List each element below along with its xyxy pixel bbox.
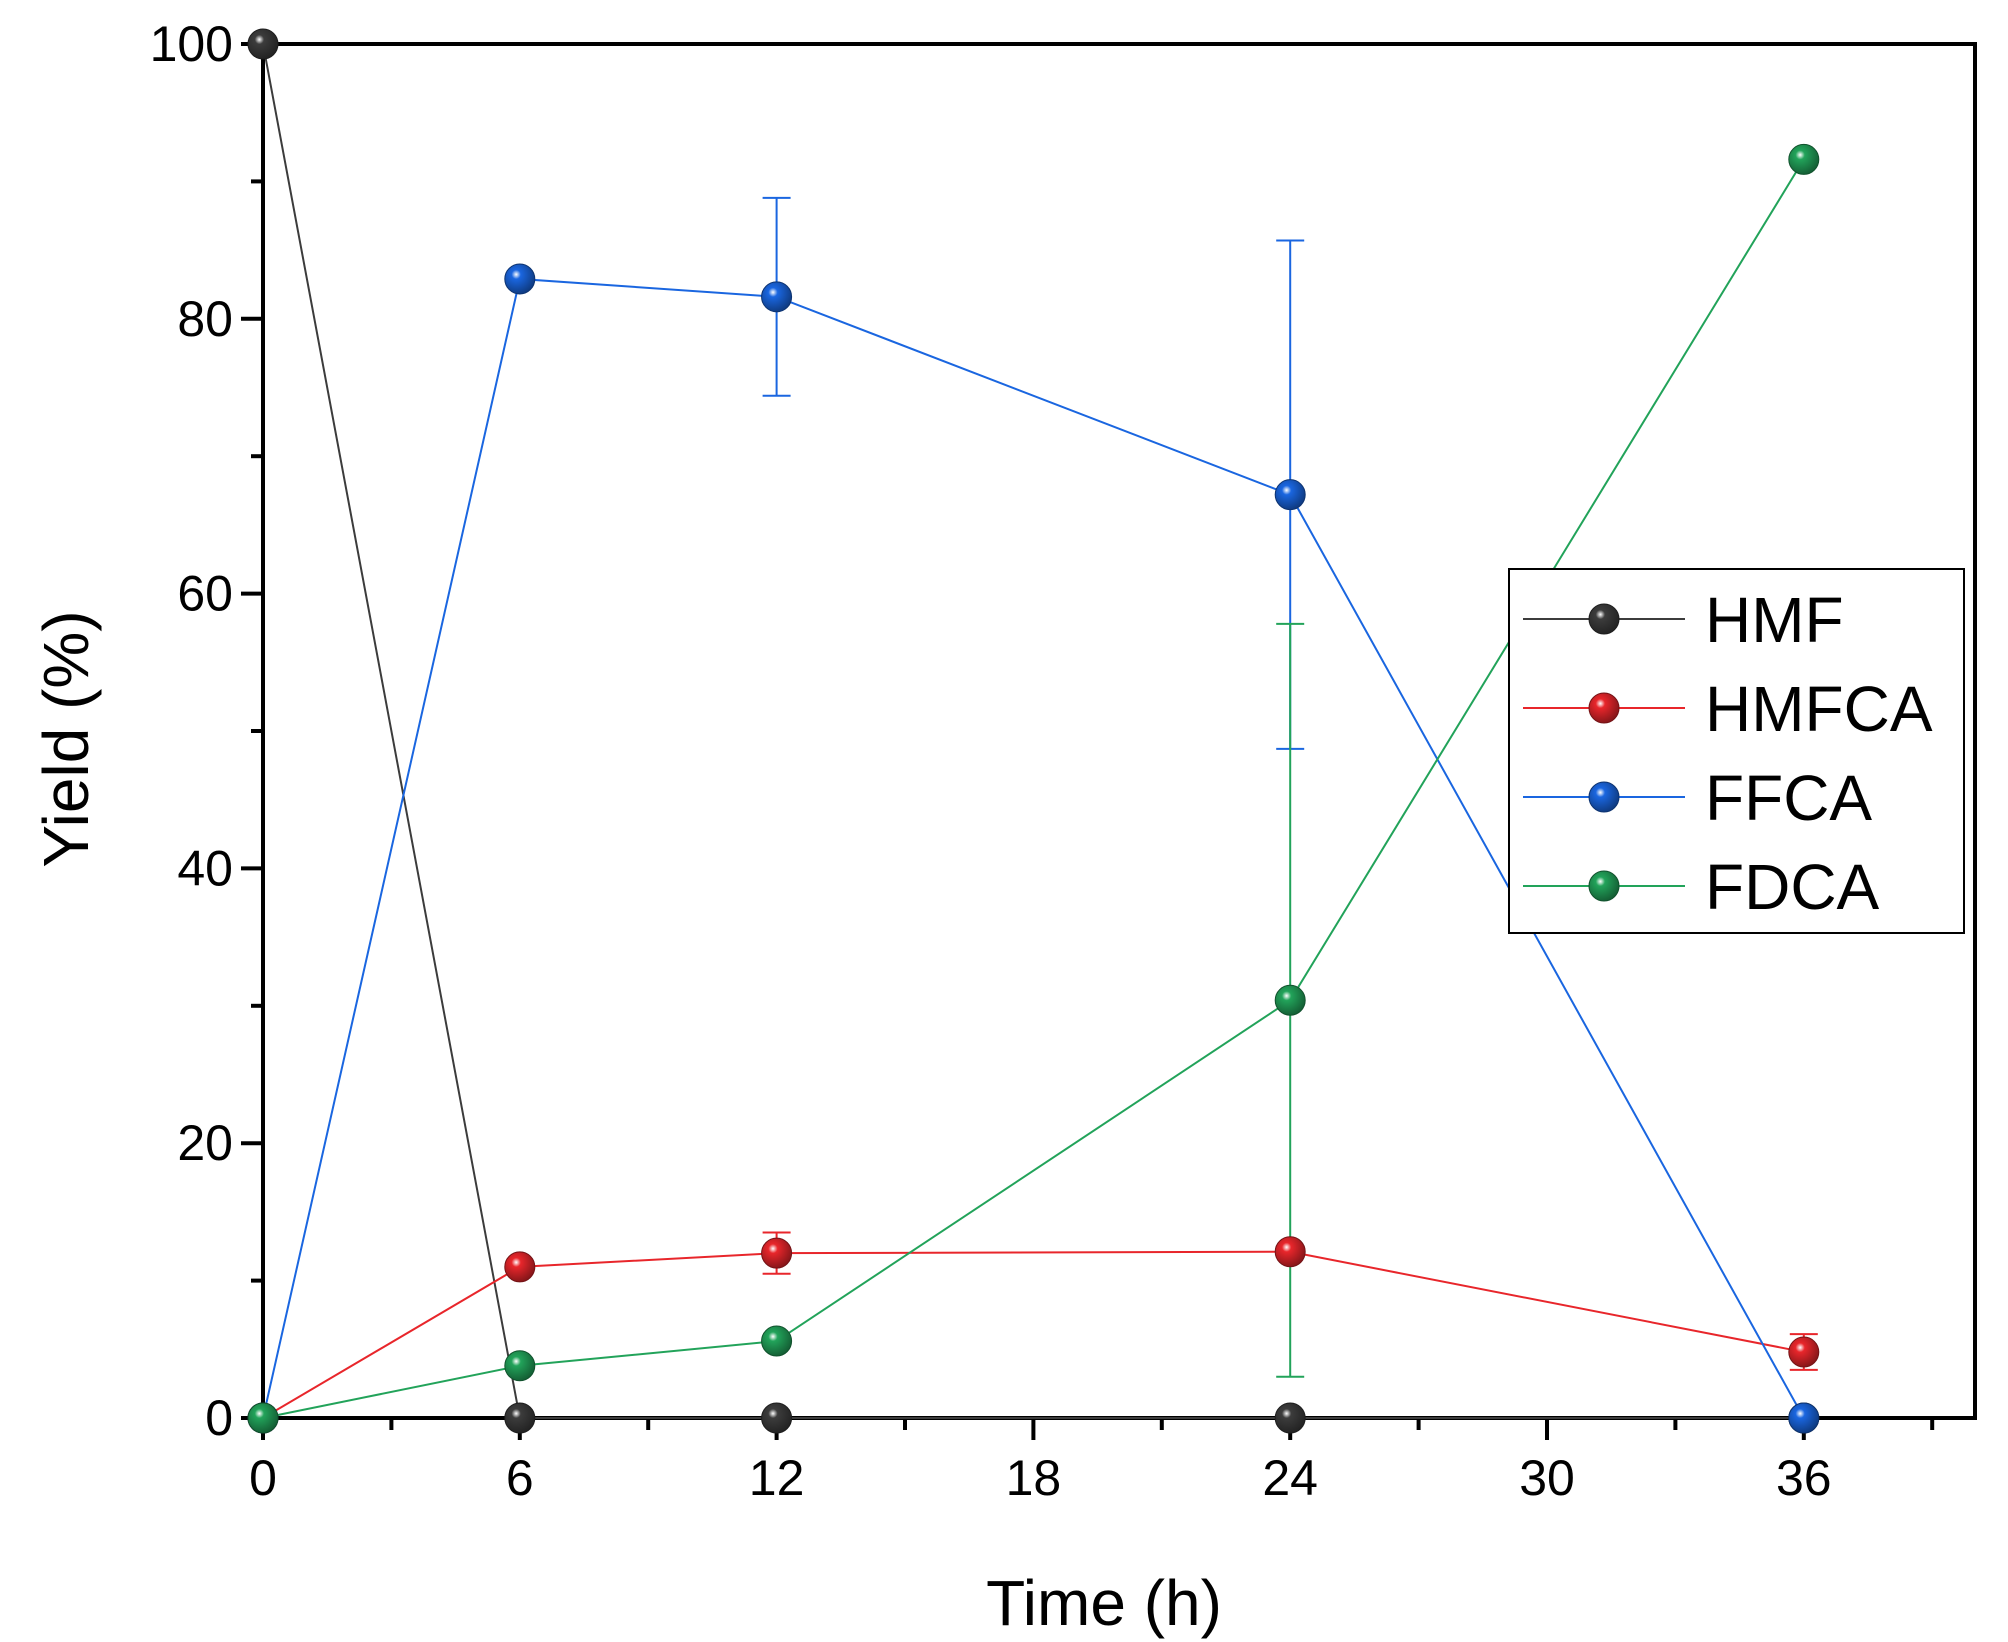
x-tick-label-24: 24 [1262, 1450, 1318, 1506]
legend-marker-hmf [1588, 603, 1620, 635]
legend-label-hmf: HMF [1705, 584, 1844, 656]
point-fdca-12 [761, 1325, 793, 1357]
point-fdca-24 [1274, 984, 1306, 1016]
point-hmfca-24 [1274, 1236, 1306, 1268]
y-tick-label-40: 40 [177, 840, 233, 896]
y-tick-label-60: 60 [177, 566, 233, 622]
legend-item-hmf: HMF [1523, 584, 1844, 656]
point-hmf-24 [1274, 1402, 1306, 1434]
y-tick-label-100: 100 [150, 16, 233, 72]
legend: HMF HMFCA FFCA FDCA [1508, 568, 1965, 934]
legend-item-fdca: FDCA [1523, 851, 1880, 923]
x-tick-label-36: 36 [1776, 1450, 1832, 1506]
legend-label-ffca: FFCA [1705, 762, 1872, 834]
legend-marker-ffca [1588, 781, 1620, 813]
y-tick-label-80: 80 [177, 291, 233, 347]
point-ffca-12 [761, 281, 793, 313]
point-fdca-36 [1788, 143, 1820, 175]
point-hmf-0 [247, 28, 279, 60]
y-axis-title: Yield (%) [30, 610, 102, 867]
legend-label-fdca: FDCA [1705, 851, 1880, 923]
point-ffca-24 [1274, 479, 1306, 511]
x-tick-label-6: 6 [506, 1450, 534, 1506]
legend-box [1508, 568, 1965, 934]
point-fdca-6 [504, 1350, 536, 1382]
legend-marker-fdca [1588, 870, 1620, 902]
point-ffca-36 [1788, 1402, 1820, 1434]
legend-item-hmfca: HMFCA [1523, 673, 1933, 745]
y-tick-label-20: 20 [177, 1115, 233, 1171]
x-tick-label-0: 0 [249, 1450, 277, 1506]
x-axis-title: Time (h) [986, 1567, 1222, 1639]
point-ffca-6 [504, 263, 536, 295]
legend-label-hmfca: HMFCA [1705, 673, 1933, 745]
y-tick-label-0: 0 [205, 1390, 233, 1446]
legend-marker-hmfca [1588, 692, 1620, 724]
axes-layer: 0 6 12 18 24 30 36 0 20 40 60 80 100 Time (h) Yield (%… [30, 16, 1977, 1639]
x-tick-label-12: 12 [749, 1450, 805, 1506]
point-hmfca-12 [761, 1237, 793, 1269]
point-hmf-6 [504, 1402, 536, 1434]
point-fdca-0 [247, 1402, 279, 1434]
point-hmf-12 [761, 1402, 793, 1434]
x-tick-label-30: 30 [1519, 1450, 1575, 1506]
x-tick-label-18: 18 [1006, 1450, 1062, 1506]
point-hmfca-36 [1788, 1336, 1820, 1368]
series-layer [247, 28, 1820, 1434]
legend-item-ffca: FFCA [1523, 762, 1872, 834]
point-hmfca-6 [504, 1251, 536, 1283]
